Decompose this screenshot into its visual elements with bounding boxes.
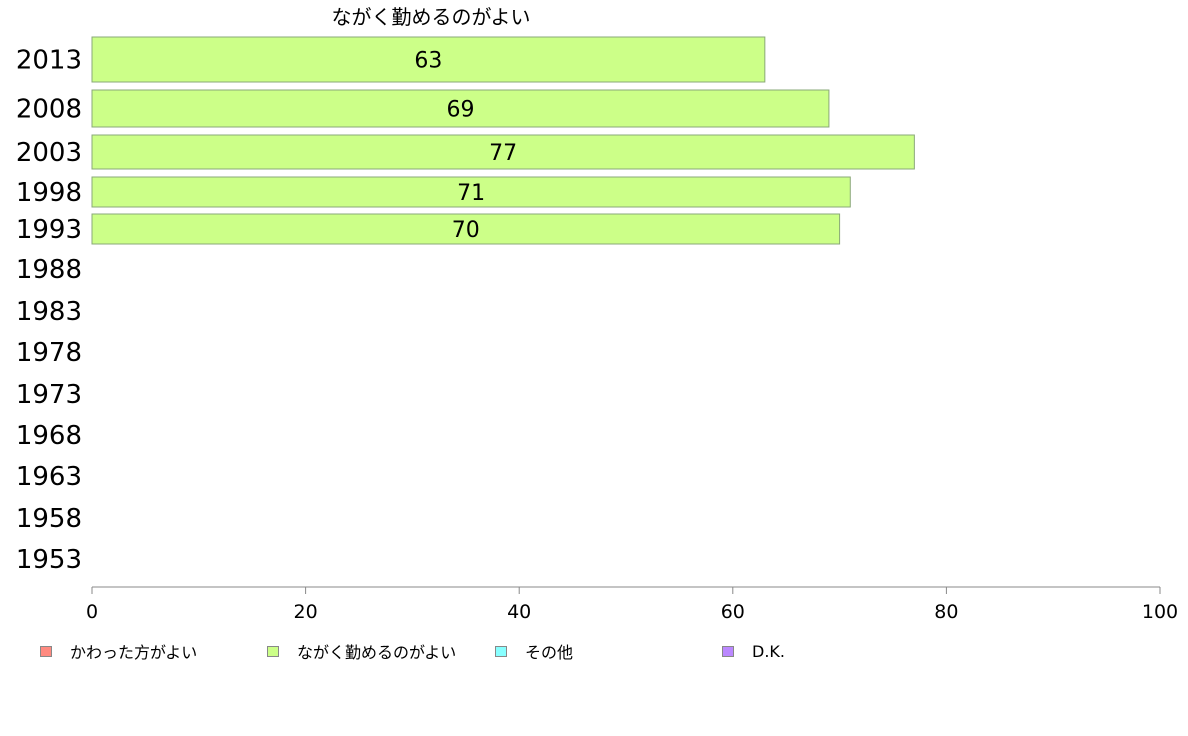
y-tick-label: 2013	[16, 46, 82, 76]
legend-item: ながく勤めるのがよい	[267, 640, 456, 662]
legend-item: かわった方がよい	[40, 640, 197, 662]
y-tick-label: 1988	[16, 255, 82, 285]
x-tick-label: 0	[86, 601, 98, 623]
x-tick-label: 100	[1142, 601, 1178, 623]
bar	[91, 134, 915, 170]
chart-title: ながく勤めるのがよい	[332, 5, 531, 29]
bars	[91, 36, 915, 245]
y-tick-label: 1968	[16, 421, 82, 451]
bar-data-label: 69	[446, 98, 474, 123]
legend-swatch	[722, 645, 734, 657]
bar	[91, 213, 841, 245]
y-tick-label: 2008	[16, 95, 82, 125]
legend-swatch	[267, 645, 279, 657]
legend-swatch	[40, 645, 52, 657]
bar	[91, 89, 830, 128]
legend-label: ながく勤めるのがよい	[297, 643, 457, 662]
y-axis-labels: 2013 2008 2003 1998 1993 1988 1983 1978 1973 1968…	[16, 46, 82, 576]
bar-data-label: 71	[457, 181, 485, 206]
legend-item: その他	[495, 640, 573, 662]
bar	[91, 176, 851, 208]
bar-data-label: 70	[452, 218, 480, 243]
y-tick-label: 1973	[16, 380, 82, 410]
chart: ながく勤めるのがよい 2013 2008 2003 1998 1993 1988 1983 1…	[16, 5, 1178, 623]
legend-item: D.K.	[722, 640, 785, 662]
x-tick-label: 40	[507, 601, 531, 623]
y-tick-label: 1963	[16, 462, 82, 492]
y-tick-label: 1978	[16, 338, 82, 368]
y-tick-label: 1958	[16, 504, 82, 534]
bar	[91, 36, 766, 83]
y-tick-label: 1998	[16, 178, 82, 208]
x-tick-label: 60	[721, 601, 745, 623]
legend-label: かわった方がよい	[70, 643, 198, 662]
x-tick-label: 20	[294, 601, 318, 623]
x-axis: 0 20 40 60 80 100	[86, 586, 1178, 623]
bar-data-label: 63	[414, 49, 442, 74]
legend-label: その他	[525, 643, 574, 662]
x-tick-label: 80	[934, 601, 958, 623]
y-tick-label: 1983	[16, 297, 82, 327]
legend-swatch	[495, 645, 507, 657]
legend: かわった方がよい ながく勤めるのがよい その他 D.K.	[0, 640, 1188, 664]
y-tick-label: 1953	[16, 545, 82, 575]
bar-data-label: 77	[489, 141, 517, 166]
y-tick-label: 1993	[16, 215, 82, 245]
y-tick-label: 2003	[16, 138, 82, 168]
legend-label: D.K.	[752, 641, 785, 661]
